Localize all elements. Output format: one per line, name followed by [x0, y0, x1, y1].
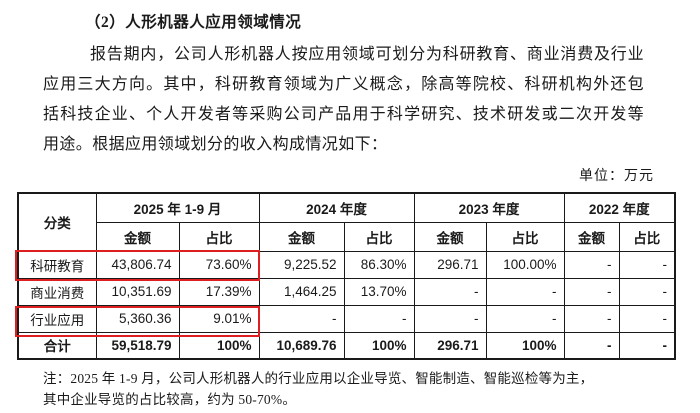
ratio-cell: 100%: [343, 331, 415, 360]
paragraph-line: 括科技企业、个人开发者等采购公司产品用于科学研究、技术研发或二次开发等: [43, 106, 644, 123]
table-header-measures: 金额 占比 金额 占比 金额 占比 金额 占比: [18, 221, 676, 252]
column-header-ratio: 占比: [343, 221, 415, 252]
category-cell: 合计: [17, 331, 97, 360]
amount-cell: -: [563, 304, 620, 333]
ratio-cell: 100%: [485, 331, 565, 360]
table-row-commercial-consumer: 商业消费 10,351.69 17.39% 1,464.25 13.70% - …: [17, 277, 676, 306]
ratio-cell: -: [618, 331, 676, 360]
revenue-table-container: 分类 2025 年 1-9 月 2024 年度 2023 年度 2022 年度 …: [15, 192, 676, 360]
ratio-cell: -: [485, 304, 565, 333]
category-cell: 科研教育: [17, 250, 97, 279]
column-header-amount: 金额: [563, 221, 620, 252]
table-row-industry-application: 行业应用 5,360.36 9.01% - - - - - -: [17, 304, 676, 333]
ratio-cell: -: [618, 304, 676, 333]
amount-cell: 5,360.36: [95, 304, 180, 333]
amount-cell: 59,518.79: [95, 331, 180, 360]
amount-cell: -: [258, 304, 345, 333]
ratio-cell: 73.60%: [178, 250, 260, 279]
amount-cell: -: [413, 277, 487, 306]
table-header-periods: 分类 2025 年 1-9 月 2024 年度 2023 年度 2022 年度: [17, 192, 676, 252]
ratio-cell: 17.39%: [178, 277, 260, 306]
amount-cell: 1,464.25: [258, 277, 345, 306]
ratio-cell: 86.30%: [343, 250, 415, 279]
ratio-cell: 13.70%: [343, 277, 415, 306]
column-header-amount: 金额: [413, 221, 487, 252]
column-header-amount: 金额: [95, 221, 180, 252]
unit-label: 单位：万元: [579, 169, 654, 184]
column-header-amount: 金额: [258, 221, 345, 252]
body-paragraph: 报告期内，公司人形机器人按应用领域可划分为科研教育、商业消费及行业 应用三大方向…: [43, 40, 644, 160]
ratio-cell: 100.00%: [485, 250, 565, 279]
section-heading: （2）人形机器人应用领域情况: [85, 14, 302, 31]
table-row-total: 合计 59,518.79 100% 10,689.76 100% 296.71 …: [17, 331, 676, 360]
amount-cell: -: [563, 277, 620, 306]
footnote: 注：2025 年 1-9 月，公司人形机器人的行业应用以企业导览、智能制造、智能…: [43, 369, 673, 410]
amount-cell: 43,806.74: [95, 250, 180, 279]
ratio-cell: -: [485, 277, 565, 306]
column-header-period-2025: 2025 年 1-9 月: [95, 192, 260, 223]
ratio-cell: 100%: [178, 331, 260, 360]
paragraph-line: 报告期内，公司人形机器人按应用领域可划分为科研教育、商业消费及行业: [90, 46, 644, 63]
amount-cell: -: [563, 331, 620, 360]
category-cell: 商业消费: [17, 277, 97, 306]
column-header-category: 分类: [17, 192, 97, 252]
amount-cell: 10,689.76: [258, 331, 345, 360]
table-row-research-education: 科研教育 43,806.74 73.60% 9,225.52 86.30% 29…: [17, 250, 676, 279]
amount-cell: -: [563, 250, 620, 279]
category-cell: 行业应用: [17, 304, 97, 333]
column-header-period-2023: 2023 年度: [413, 192, 565, 223]
amount-cell: 9,225.52: [258, 250, 345, 279]
column-header-ratio: 占比: [485, 221, 565, 252]
amount-cell: 296.71: [413, 331, 487, 360]
column-header-period-2022: 2022 年度: [563, 192, 676, 223]
ratio-cell: -: [343, 304, 415, 333]
footnote-line: 其中企业导览的占比较高，约为 50-70%。: [43, 391, 297, 407]
revenue-table: 分类 2025 年 1-9 月 2024 年度 2023 年度 2022 年度 …: [17, 192, 676, 360]
amount-cell: -: [413, 304, 487, 333]
amount-cell: 296.71: [413, 250, 487, 279]
amount-cell: 10,351.69: [95, 277, 180, 306]
ratio-cell: -: [618, 250, 676, 279]
column-header-ratio: 占比: [618, 221, 676, 252]
column-header-ratio: 占比: [178, 221, 260, 252]
paragraph-line: 应用三大方向。其中，科研教育领域为广义概念，除高等院校、科研机构外还包: [43, 76, 644, 93]
ratio-cell: 9.01%: [178, 304, 260, 333]
footnote-line: 注：2025 年 1-9 月，公司人形机器人的行业应用以企业导览、智能制造、智能…: [43, 371, 594, 386]
column-header-period-2024: 2024 年度: [258, 192, 415, 223]
paragraph-line: 用途。根据应用领域划分的收入构成情况如下：: [43, 136, 388, 153]
ratio-cell: -: [618, 277, 676, 306]
